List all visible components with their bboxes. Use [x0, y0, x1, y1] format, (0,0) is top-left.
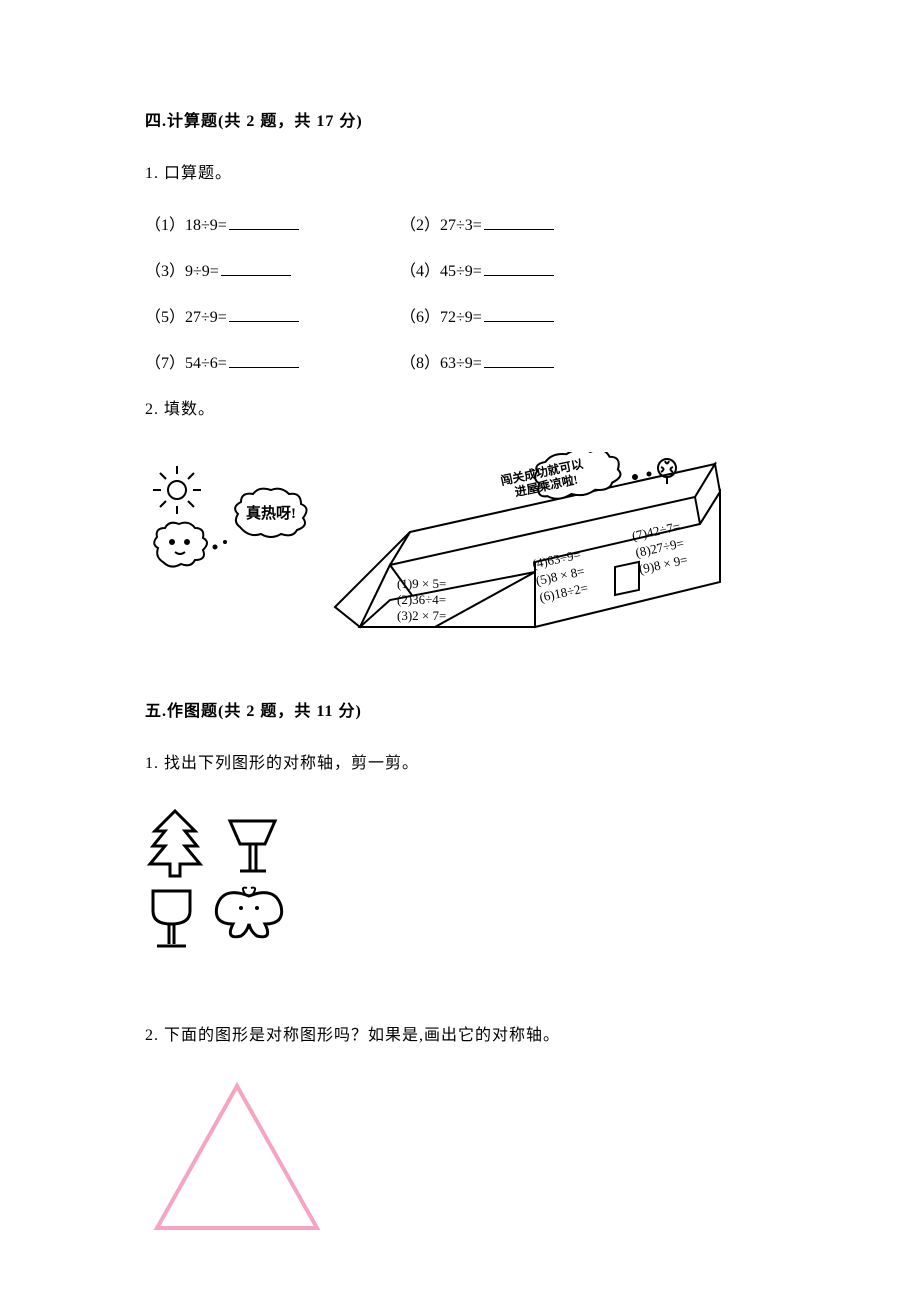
calc-row: （1） 18÷9= （2） 27÷3=: [145, 214, 775, 238]
calc-row: （3） 9÷9= （4） 45÷9=: [145, 260, 775, 284]
symmetry-shapes: [145, 806, 295, 964]
calc-item: （5） 27÷9=: [145, 306, 400, 330]
sheep-icon: [154, 523, 227, 567]
svg-text:(3)2 × 7=: (3)2 × 7=: [397, 608, 446, 623]
calc-label: （2）: [400, 214, 440, 238]
calc-expr: 54÷6=: [185, 352, 227, 376]
blank-line[interactable]: [229, 214, 299, 230]
svg-text:(1)9 × 5=: (1)9 × 5=: [397, 576, 446, 591]
butterfly-icon: [216, 888, 281, 937]
calc-item: （3） 9÷9=: [145, 260, 400, 284]
q5-1-prompt: 1. 找出下列图形的对称轴，剪一剪。: [145, 752, 775, 776]
svg-text:(2)36÷4=: (2)36÷4=: [397, 592, 446, 607]
triangle-outline: [157, 1086, 317, 1228]
q4-1-prompt: 1. 口算题。: [145, 162, 775, 186]
section-4-title: 四.计算题(共 2 题，共 17 分): [145, 110, 775, 134]
calc-item: （6） 72÷9=: [400, 306, 554, 330]
calc-item: （8） 63÷9=: [400, 352, 554, 376]
blank-line[interactable]: [484, 260, 554, 276]
calc-item: （2） 27÷3=: [400, 214, 554, 238]
section-5-title: 五.作图题(共 2 题，共 11 分): [145, 700, 775, 724]
blank-line[interactable]: [229, 352, 299, 368]
sun-icon: [153, 466, 201, 514]
calc-row: （7） 54÷6= （8） 63÷9=: [145, 352, 775, 376]
calc-expr: 27÷3=: [440, 214, 482, 238]
calc-expr: 45÷9=: [440, 260, 482, 284]
cup-icon: [153, 891, 190, 946]
lamp-icon: [230, 821, 275, 871]
blank-line[interactable]: [221, 260, 291, 276]
calc-label: （8）: [400, 352, 440, 376]
tree-icon: [150, 811, 200, 876]
calc-item: （1） 18÷9=: [145, 214, 400, 238]
calc-label: （6）: [400, 306, 440, 330]
speech-text: 真热呀!: [246, 504, 296, 522]
blank-line[interactable]: [484, 352, 554, 368]
calc-label: （5）: [145, 306, 185, 330]
blank-line[interactable]: [484, 306, 554, 322]
q5-2-prompt: 2. 下面的图形是对称图形吗？如果是,画出它的对称轴。: [145, 1024, 775, 1048]
triangle-shape: [145, 1078, 330, 1246]
calc-label: （1）: [145, 214, 185, 238]
calc-expr: 27÷9=: [185, 306, 227, 330]
calc-expr: 72÷9=: [440, 306, 482, 330]
calc-expr: 9÷9=: [185, 260, 219, 284]
calc-item: （4） 45÷9=: [400, 260, 554, 284]
calc-row: （5） 27÷9= （6） 72÷9=: [145, 306, 775, 330]
blank-line[interactable]: [229, 306, 299, 322]
calc-label: （4）: [400, 260, 440, 284]
calc-expr: 18÷9=: [185, 214, 227, 238]
calc-label: （3）: [145, 260, 185, 284]
house-illustration: 真热呀!: [145, 452, 725, 660]
calc-grid: （1） 18÷9= （2） 27÷3= （3） 9÷9= （4） 45÷9= （…: [145, 214, 775, 376]
calc-label: （7）: [145, 352, 185, 376]
calc-item: （7） 54÷6=: [145, 352, 400, 376]
calc-expr: 63÷9=: [440, 352, 482, 376]
blank-line[interactable]: [484, 214, 554, 230]
q4-2-prompt: 2. 填数。: [145, 398, 775, 422]
